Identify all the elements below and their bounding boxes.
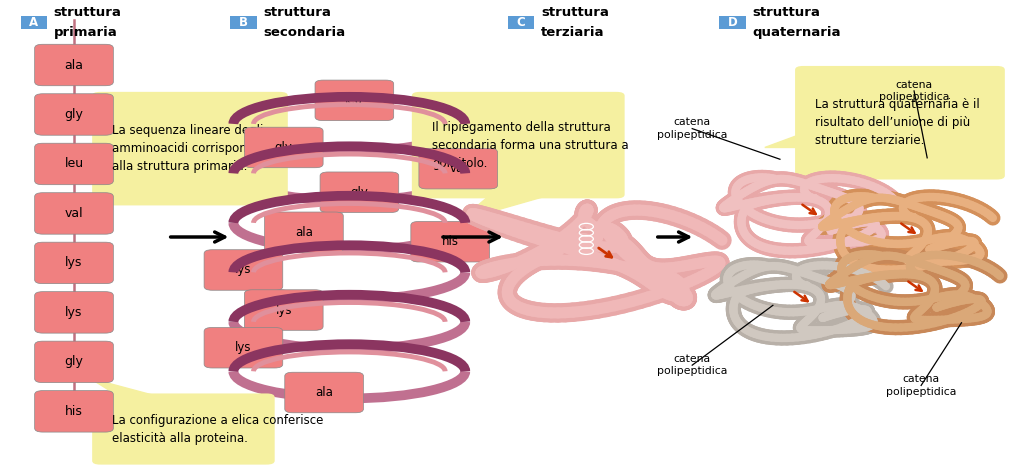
FancyBboxPatch shape bbox=[205, 250, 282, 290]
Text: gly: gly bbox=[64, 356, 84, 368]
Text: his: his bbox=[442, 235, 458, 248]
Text: leu: leu bbox=[346, 94, 363, 107]
Text: terziaria: terziaria bbox=[541, 27, 605, 39]
Text: struttura: struttura bbox=[54, 6, 122, 19]
FancyBboxPatch shape bbox=[35, 44, 114, 86]
Text: gly: gly bbox=[351, 186, 368, 199]
Text: catena
polipeptidica: catena polipeptidica bbox=[879, 80, 949, 102]
FancyBboxPatch shape bbox=[205, 328, 282, 368]
Text: secondaria: secondaria bbox=[264, 27, 346, 39]
Text: lys: lys bbox=[65, 306, 83, 319]
FancyBboxPatch shape bbox=[35, 94, 114, 135]
FancyBboxPatch shape bbox=[35, 292, 114, 333]
FancyBboxPatch shape bbox=[20, 17, 47, 29]
FancyBboxPatch shape bbox=[315, 80, 394, 120]
Text: val: val bbox=[64, 207, 83, 220]
Text: catena
polipeptidica: catena polipeptidica bbox=[886, 374, 957, 397]
Text: leu: leu bbox=[64, 157, 84, 171]
FancyBboxPatch shape bbox=[795, 66, 1005, 180]
FancyBboxPatch shape bbox=[35, 193, 114, 234]
Polygon shape bbox=[460, 195, 551, 220]
Text: A: A bbox=[29, 16, 38, 29]
FancyBboxPatch shape bbox=[265, 212, 344, 253]
FancyBboxPatch shape bbox=[35, 143, 114, 185]
Text: ala: ala bbox=[295, 226, 313, 239]
Text: gly: gly bbox=[275, 141, 293, 154]
Text: gly: gly bbox=[64, 108, 84, 121]
Text: struttura: struttura bbox=[541, 6, 609, 19]
FancyBboxPatch shape bbox=[244, 290, 323, 330]
Polygon shape bbox=[765, 133, 803, 147]
Text: La sequenza lineare degli
amminoacidi corrisponde
alla struttura primaria.: La sequenza lineare degli amminoacidi co… bbox=[113, 124, 264, 173]
Text: B: B bbox=[239, 16, 248, 29]
FancyBboxPatch shape bbox=[284, 372, 363, 413]
Text: catena
polipeptidica: catena polipeptidica bbox=[657, 354, 727, 376]
Text: struttura: struttura bbox=[753, 6, 820, 19]
Text: his: his bbox=[65, 405, 83, 418]
Text: La configurazione a elica conferisce
elasticità alla proteina.: La configurazione a elica conferisce ela… bbox=[113, 413, 323, 445]
Text: struttura: struttura bbox=[264, 6, 331, 19]
Text: lys: lys bbox=[275, 303, 292, 317]
FancyBboxPatch shape bbox=[507, 17, 534, 29]
FancyBboxPatch shape bbox=[35, 341, 114, 383]
Text: D: D bbox=[727, 16, 738, 29]
Text: ala: ala bbox=[315, 386, 333, 399]
Polygon shape bbox=[90, 378, 161, 397]
FancyBboxPatch shape bbox=[411, 221, 489, 262]
Text: val: val bbox=[449, 162, 468, 175]
FancyBboxPatch shape bbox=[244, 127, 323, 168]
FancyBboxPatch shape bbox=[719, 17, 746, 29]
Text: lys: lys bbox=[235, 264, 252, 276]
Text: quaternaria: quaternaria bbox=[753, 27, 841, 39]
FancyBboxPatch shape bbox=[92, 393, 275, 465]
Text: lys: lys bbox=[235, 341, 252, 354]
FancyBboxPatch shape bbox=[412, 92, 625, 198]
FancyBboxPatch shape bbox=[418, 148, 497, 189]
FancyBboxPatch shape bbox=[230, 17, 257, 29]
Text: C: C bbox=[517, 16, 525, 29]
Text: ala: ala bbox=[64, 58, 84, 72]
Text: La struttura quaternaria è il
risultato dell’unione di più
strutture terziarie.: La struttura quaternaria è il risultato … bbox=[815, 98, 980, 147]
FancyBboxPatch shape bbox=[35, 391, 114, 432]
Text: primaria: primaria bbox=[54, 27, 118, 39]
Text: Il ripiegamento della struttura
secondaria forma una struttura a
gomitolo.: Il ripiegamento della struttura secondar… bbox=[432, 120, 629, 170]
Polygon shape bbox=[75, 155, 100, 173]
FancyBboxPatch shape bbox=[35, 242, 114, 283]
FancyBboxPatch shape bbox=[320, 172, 399, 212]
Text: lys: lys bbox=[65, 256, 83, 269]
Text: catena
polipeptidica: catena polipeptidica bbox=[657, 118, 727, 140]
FancyBboxPatch shape bbox=[92, 92, 287, 205]
